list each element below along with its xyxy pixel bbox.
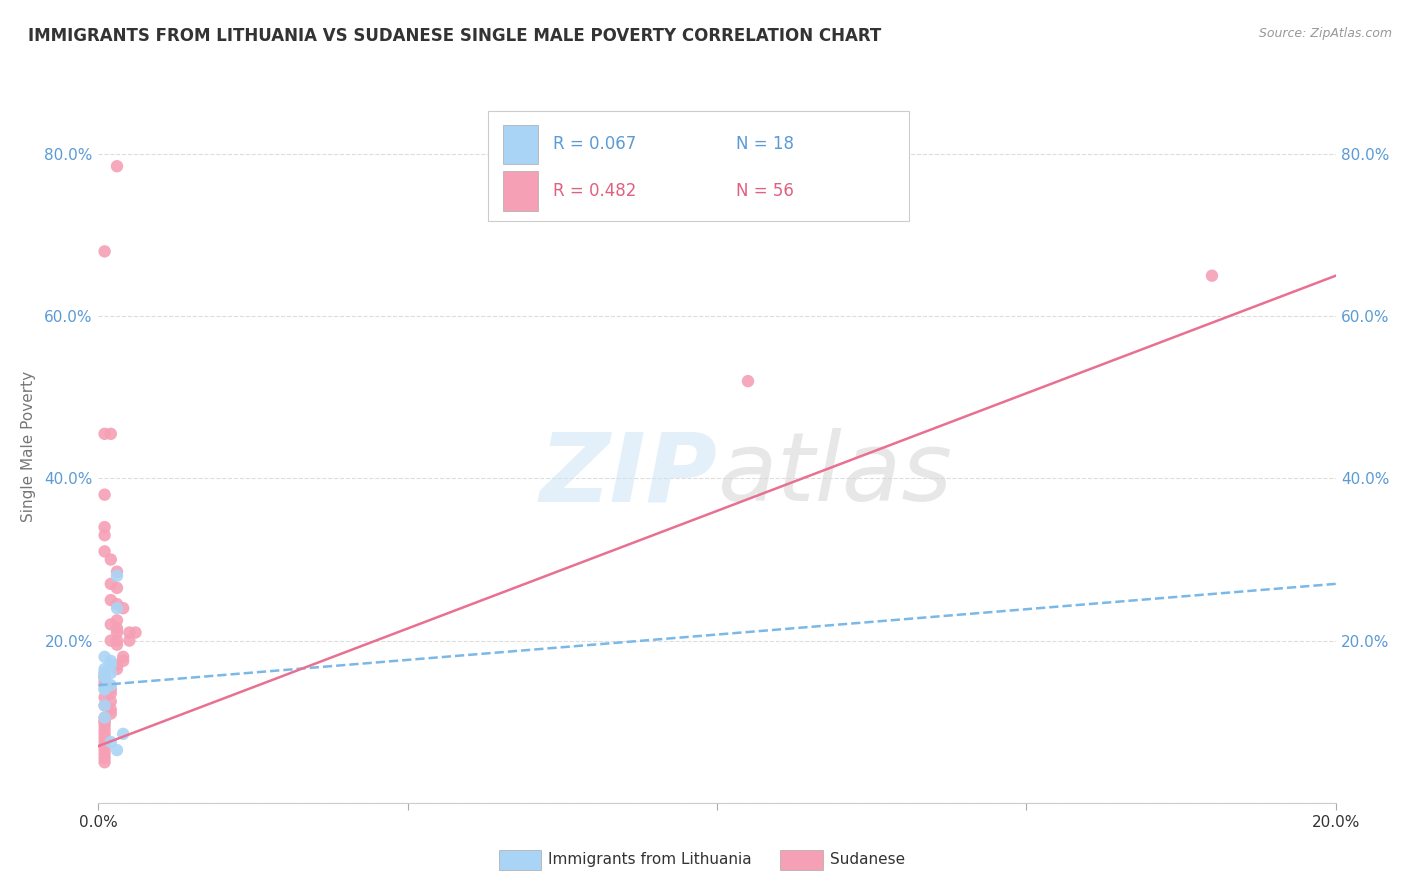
Point xyxy=(93,682,115,697)
Bar xyxy=(503,125,537,164)
Point xyxy=(100,552,122,566)
Point xyxy=(100,654,122,668)
Point xyxy=(93,711,115,725)
Point xyxy=(105,662,128,676)
Point xyxy=(100,577,122,591)
Point xyxy=(93,719,115,733)
Point xyxy=(100,617,122,632)
Point xyxy=(105,625,128,640)
Point xyxy=(93,666,115,681)
Text: IMMIGRANTS FROM LITHUANIA VS SUDANESE SINGLE MALE POVERTY CORRELATION CHART: IMMIGRANTS FROM LITHUANIA VS SUDANESE SI… xyxy=(28,27,882,45)
Text: N = 18: N = 18 xyxy=(735,136,793,153)
Bar xyxy=(503,171,537,211)
Text: ZIP: ZIP xyxy=(538,428,717,521)
Point xyxy=(105,159,128,173)
Point xyxy=(100,633,122,648)
Point xyxy=(105,613,128,627)
Point xyxy=(105,633,128,648)
FancyBboxPatch shape xyxy=(488,111,908,221)
Point xyxy=(93,670,115,684)
Point xyxy=(737,374,759,388)
Text: R = 0.482: R = 0.482 xyxy=(553,182,636,200)
Point xyxy=(105,568,128,582)
Point xyxy=(93,723,115,737)
Text: Immigrants from Lithuania: Immigrants from Lithuania xyxy=(548,853,752,867)
Point xyxy=(112,649,135,664)
Point xyxy=(93,520,115,534)
Point xyxy=(93,528,115,542)
Point xyxy=(112,601,135,615)
Point xyxy=(100,686,122,700)
Point xyxy=(93,649,115,664)
Point xyxy=(93,727,115,741)
Point xyxy=(93,751,115,765)
Point xyxy=(105,597,128,611)
Point xyxy=(118,633,141,648)
Text: Sudanese: Sudanese xyxy=(830,853,904,867)
Point xyxy=(93,743,115,757)
Point xyxy=(93,698,115,713)
Point xyxy=(93,714,115,729)
Text: R = 0.067: R = 0.067 xyxy=(553,136,636,153)
Point xyxy=(93,714,115,729)
Point xyxy=(100,678,122,692)
Point xyxy=(93,747,115,761)
Point xyxy=(105,622,128,636)
Point xyxy=(93,670,115,684)
Point xyxy=(100,426,122,441)
Point xyxy=(100,706,122,721)
Y-axis label: Single Male Poverty: Single Male Poverty xyxy=(21,370,37,522)
Point xyxy=(124,625,146,640)
Point xyxy=(93,690,115,705)
Point xyxy=(93,670,115,684)
Point xyxy=(105,657,128,672)
Point xyxy=(100,694,122,708)
Point xyxy=(93,739,115,753)
Point xyxy=(93,544,115,558)
Point xyxy=(105,638,128,652)
Point xyxy=(100,666,122,681)
Point xyxy=(93,244,115,259)
Point xyxy=(100,682,122,697)
Point xyxy=(93,678,115,692)
Point xyxy=(100,702,122,716)
Text: N = 56: N = 56 xyxy=(735,182,793,200)
Point xyxy=(93,426,115,441)
Point xyxy=(100,735,122,749)
Point xyxy=(100,657,122,672)
Text: atlas: atlas xyxy=(717,428,952,521)
Point xyxy=(105,743,128,757)
Point xyxy=(1201,268,1223,283)
Point xyxy=(93,682,115,697)
Point xyxy=(105,581,128,595)
Point xyxy=(93,662,115,676)
Point xyxy=(93,698,115,713)
Point xyxy=(105,601,128,615)
Point xyxy=(112,727,135,741)
Point xyxy=(93,735,115,749)
Point xyxy=(93,756,115,770)
Point xyxy=(93,670,115,684)
Point xyxy=(100,593,122,607)
Point xyxy=(93,488,115,502)
Point xyxy=(93,711,115,725)
Point xyxy=(112,654,135,668)
Point xyxy=(93,731,115,745)
Text: Source: ZipAtlas.com: Source: ZipAtlas.com xyxy=(1258,27,1392,40)
Point xyxy=(118,625,141,640)
Point xyxy=(93,674,115,689)
Point xyxy=(105,565,128,579)
Point xyxy=(93,666,115,681)
